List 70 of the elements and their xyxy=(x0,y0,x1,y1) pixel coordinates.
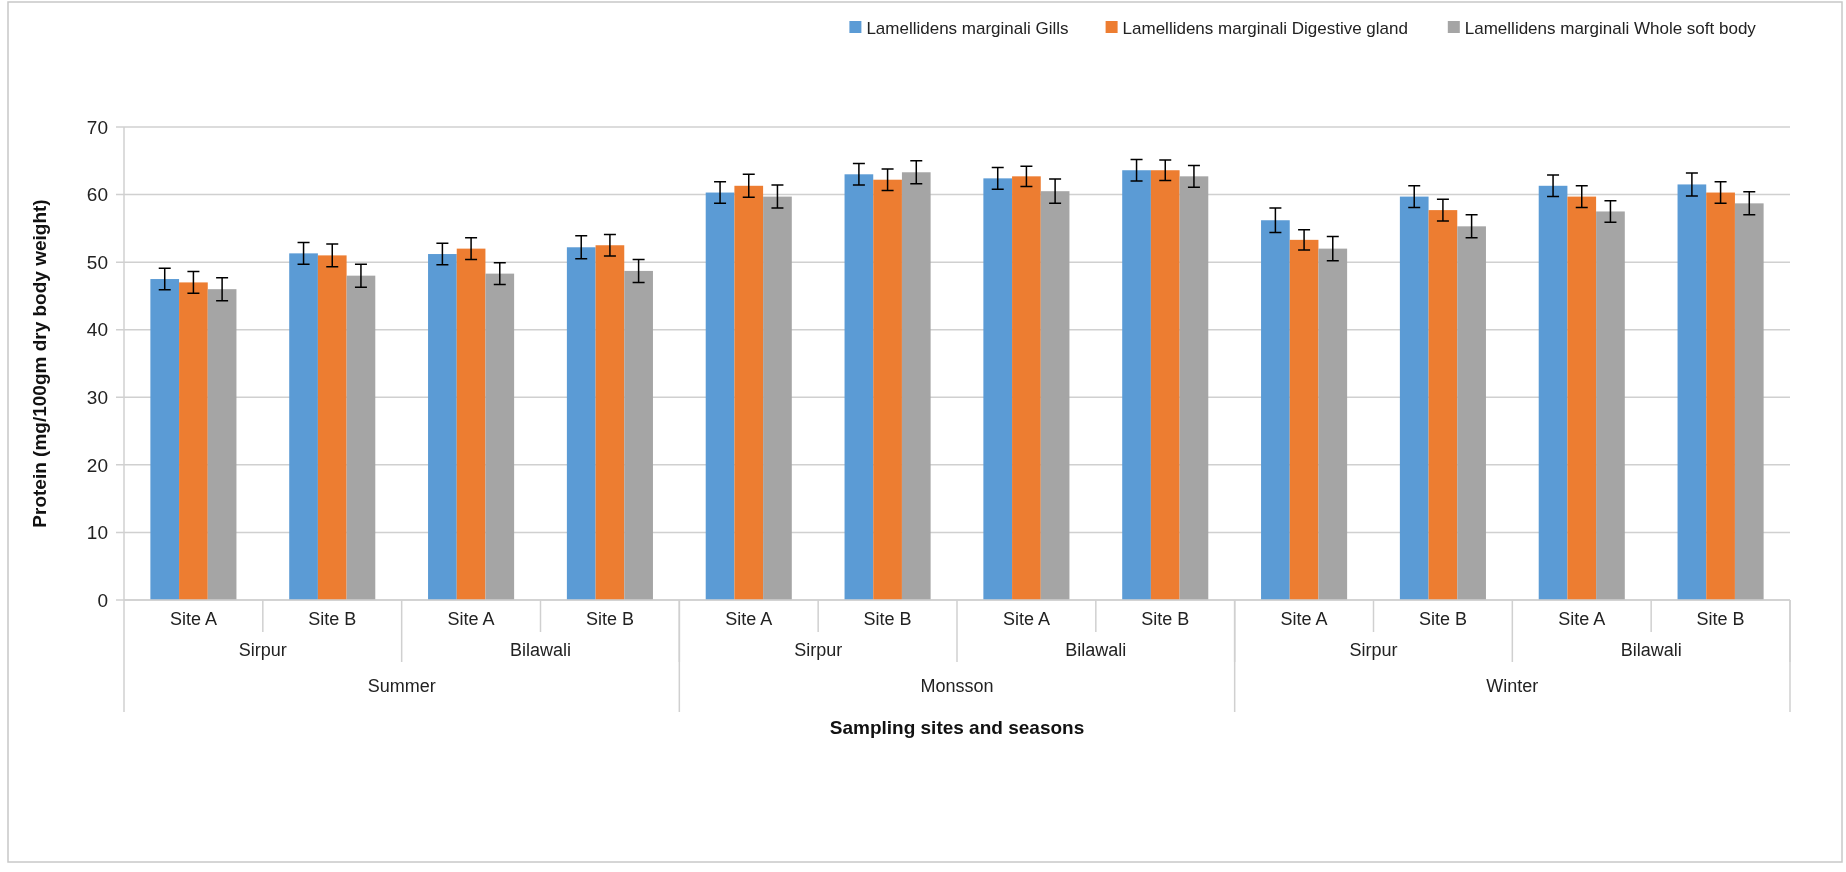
bar xyxy=(1734,203,1764,600)
bar xyxy=(317,255,347,600)
y-tick-label: 60 xyxy=(86,184,108,206)
bar xyxy=(179,282,208,600)
x-tick-label: Site A xyxy=(447,609,495,629)
bar xyxy=(289,253,318,600)
bar xyxy=(1567,196,1597,600)
bar xyxy=(1457,226,1486,600)
x-tick-label: Site A xyxy=(1558,609,1606,629)
text: Sirpur xyxy=(1349,640,1398,660)
x-tick-label: Site A xyxy=(169,609,217,629)
bar xyxy=(844,174,874,600)
bar xyxy=(1012,176,1041,600)
y-tick-label: 10 xyxy=(86,522,108,544)
bar xyxy=(983,178,1013,600)
bar xyxy=(901,172,931,600)
bar xyxy=(1179,176,1209,600)
bar xyxy=(456,248,486,600)
bar xyxy=(1538,185,1568,600)
x-tick-label: Site B xyxy=(1418,609,1467,629)
bar xyxy=(1040,191,1070,600)
x-tick-label: Site A xyxy=(725,609,773,629)
bar xyxy=(150,279,180,600)
x-tick-label: Site B xyxy=(308,609,357,629)
bar xyxy=(1261,220,1290,600)
text: Bilawali xyxy=(509,640,572,660)
bar xyxy=(428,254,457,600)
y-tick-label: 20 xyxy=(86,454,108,476)
bar xyxy=(734,185,764,600)
text: Sirpur xyxy=(238,640,287,660)
bar xyxy=(346,275,376,600)
x-tick-label: Site A xyxy=(1002,609,1050,629)
bar xyxy=(1150,170,1180,600)
x-tick-label: Site B xyxy=(863,609,912,629)
bar xyxy=(1677,184,1707,600)
bar xyxy=(705,192,735,600)
bar xyxy=(1289,239,1319,600)
x-axis-title: Sampling sites and seasons xyxy=(829,717,1085,738)
bar xyxy=(1399,196,1429,600)
y-tick-label: 50 xyxy=(86,251,108,273)
bar xyxy=(1706,192,1735,600)
y-tick-label: 0 xyxy=(97,589,108,611)
bar xyxy=(207,289,237,600)
legend-label: Lamellidens marginali Digestive gland xyxy=(1122,18,1408,38)
x-tick-label: Site A xyxy=(1280,609,1328,629)
x-tick-label: Site B xyxy=(585,609,634,629)
bar xyxy=(1596,211,1625,600)
legend-label: Lamellidens marginali Gills xyxy=(866,18,1069,38)
legend-label: Lamellidens marginali Whole soft body xyxy=(1464,18,1757,38)
bar xyxy=(595,245,625,600)
text: Sirpur xyxy=(794,640,843,660)
text: Monsson xyxy=(920,676,994,696)
x-tick-label: Site B xyxy=(1141,609,1190,629)
bar xyxy=(1428,210,1458,600)
bar xyxy=(873,179,902,600)
text: Winter xyxy=(1486,676,1539,696)
bar xyxy=(624,270,653,600)
text: Summer xyxy=(367,676,436,696)
bar xyxy=(1318,248,1348,600)
bar xyxy=(566,247,596,600)
y-tick-label: 40 xyxy=(86,319,108,341)
y-tick-label: 70 xyxy=(86,116,108,138)
text: Bilawali xyxy=(1065,640,1127,660)
bar xyxy=(1122,170,1151,600)
x-tick-label: Site B xyxy=(1696,609,1745,629)
bar xyxy=(485,273,515,600)
y-tick-label: 30 xyxy=(86,386,108,408)
y-axis-title: Protein (mg/100gm dry body weight) xyxy=(29,199,50,528)
text: Bilawali xyxy=(1620,640,1682,660)
bar xyxy=(763,196,792,600)
